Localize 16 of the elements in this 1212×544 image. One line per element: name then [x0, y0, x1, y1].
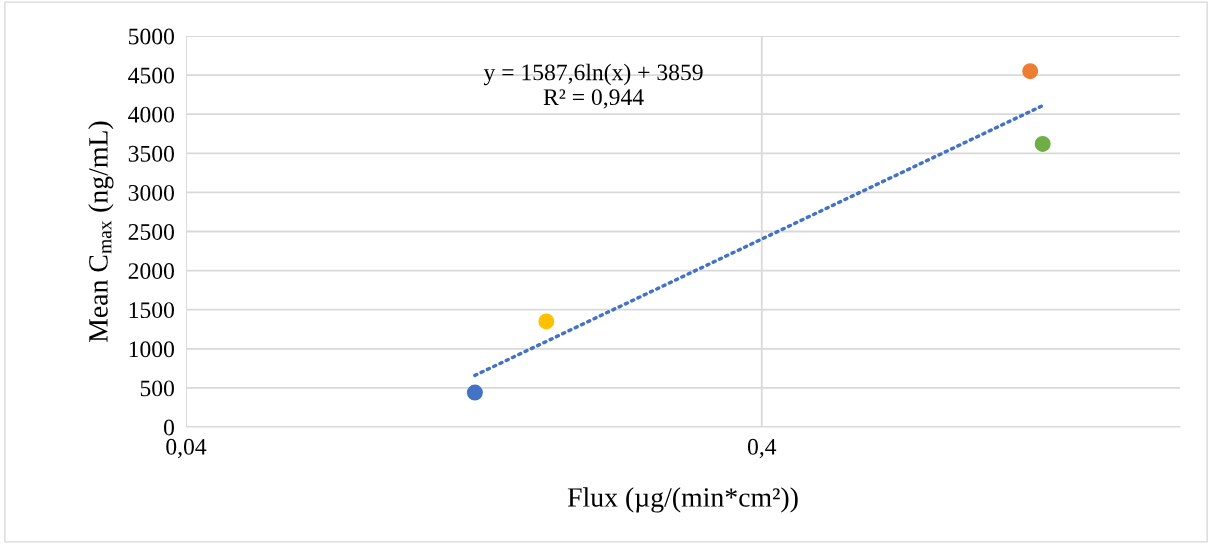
y-tick-label: 1000: [129, 341, 174, 358]
annotation: y = 1587,6ln(x) + 3859 R² = 0,944: [483, 63, 703, 109]
x-axis-title: Flux (µg/(min*cm²)): [567, 487, 798, 513]
y-axis-title: Mean C$_{max}$ (ng/mL): [88, 121, 114, 343]
x-tick-label: 0,04: [166, 438, 207, 459]
y-tick-label: 3000: [128, 184, 174, 201]
y-tick-label: 2500: [128, 223, 174, 240]
y-tick-label: 5000: [129, 28, 174, 45]
y-tick-label: 4000: [128, 106, 174, 123]
y-tick-label: 3500: [128, 145, 174, 162]
y-tick-label: 500: [140, 380, 174, 397]
y-tick-label: 1500: [129, 302, 174, 319]
y-tick-label: 2000: [128, 263, 174, 280]
x-tick-label: 0,4: [747, 438, 777, 459]
y-tick-label: 4500: [128, 67, 174, 84]
y-tick-label: 0: [163, 419, 174, 436]
